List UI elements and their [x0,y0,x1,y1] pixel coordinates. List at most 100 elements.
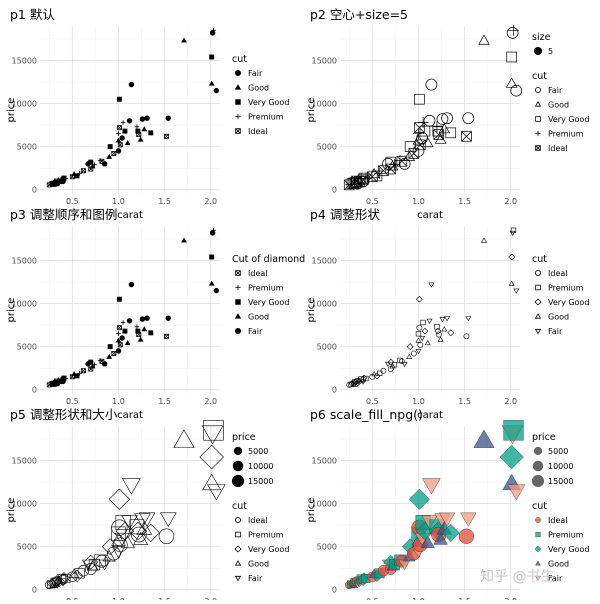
data-point [70,569,84,583]
panel-3: p3 调整顺序和图例 0.5 1.0 1.5 2.0 0 5000 10000 15000 car… [6,207,305,421]
x-tick-label: 1.5 [458,397,471,406]
data-point [208,280,215,286]
data-point [83,554,99,570]
data-point [391,362,398,368]
data-point [441,112,453,125]
data-point [108,488,131,510]
y-tick-label: 5000 [317,343,337,352]
legend-key [235,270,241,276]
data-point [414,93,425,105]
data-point [160,512,177,527]
data-point [124,140,131,146]
legend-label: Good [548,101,569,110]
data-point [126,118,133,124]
y-tick-label: 0 [32,186,37,195]
legend-label: Very Good [548,545,589,554]
data-point [508,280,515,286]
data-point [88,159,94,165]
data-point [163,133,169,139]
legend-size-key [531,474,545,488]
data-point [408,488,430,510]
y-axis-label: price [306,298,317,323]
legend-label: Ideal [248,127,267,136]
data-point [88,359,94,365]
y-axis-label: price [306,98,317,123]
legend-label: Fair [548,86,563,95]
legend-label: 5000 [548,447,568,456]
data-point [447,329,455,337]
data-point [181,237,187,243]
data-point [107,144,113,150]
data-point [122,128,128,134]
data-point [506,51,517,63]
data-point [510,227,517,233]
data-point [460,512,477,527]
watermark: 知乎 @书生 [480,569,555,585]
legend-title: cut [532,501,547,512]
data-point [120,120,126,125]
legend-key [534,87,541,94]
data-point [199,444,224,470]
legend-key [235,299,241,305]
data-point [352,378,360,386]
legend-key [534,270,541,277]
y-tick-label: 10000 [12,300,37,309]
data-point [141,326,148,332]
data-point [119,335,125,341]
legend-key [234,70,241,77]
data-point [92,162,97,168]
y-axis-label: price [6,498,17,523]
data-point [120,320,126,325]
data-point [80,168,86,174]
data-point [63,176,69,181]
data-point [111,546,126,559]
plot-area [40,226,220,394]
legend-label: Fair [248,69,263,78]
data-point [116,131,121,136]
data-point [415,295,423,303]
data-point [116,296,122,302]
data-point [115,348,122,354]
legend-label: Premium [248,113,284,122]
data-point [481,237,487,243]
data-point [128,81,135,88]
legend-key [234,313,242,319]
data-point [111,532,126,546]
legend-label: 15000 [548,477,573,486]
x-tick-label: 1.0 [112,197,125,206]
panel-title: p4 调整形状 [310,207,380,222]
data-point [163,333,169,339]
data-point [422,478,441,495]
data-point [507,484,526,501]
x-tick-label: 1.0 [112,397,125,406]
legend-title: cut [232,501,247,512]
y-tick-label: 10000 [312,500,337,509]
y-axis-label: price [6,98,17,123]
x-tick-label: 1.0 [412,397,425,406]
y-tick-label: 15000 [12,456,37,465]
legend-label: Premium [548,284,584,293]
legend-title: size [532,32,551,43]
data-point [211,28,216,33]
data-point [120,535,135,549]
legend-label: Good [248,313,269,322]
data-point [77,371,82,376]
data-point [136,132,142,138]
x-tick-label: 2.0 [504,397,517,406]
data-point [121,515,138,530]
data-point [141,126,148,132]
data-point [129,519,145,535]
data-point [101,361,108,367]
data-point [63,376,69,381]
data-point [445,127,457,139]
data-point [128,281,135,288]
data-point [458,528,475,544]
legend-title: cut [532,254,547,265]
data-point [115,137,122,143]
legend-size-key [232,460,244,472]
legend-label: 5 [548,47,553,56]
data-point [122,328,128,334]
data-point [398,157,411,170]
data-point [420,319,426,326]
